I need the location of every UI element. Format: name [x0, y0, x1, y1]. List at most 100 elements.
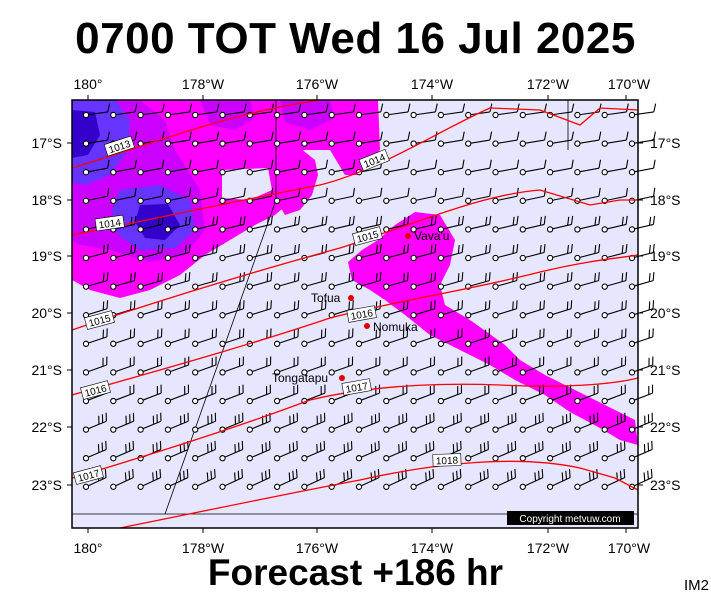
wind-barb	[628, 356, 654, 376]
wind-barb	[410, 412, 435, 433]
wind-barb	[219, 103, 247, 119]
wind-barb	[519, 300, 545, 319]
wind-barb	[492, 215, 519, 233]
lat-label: 20°S	[31, 305, 62, 321]
longitude-labels-top: 180° 178°W 176°W 174°W 172°W 170°W	[74, 76, 651, 92]
wind-barb	[465, 243, 491, 262]
wind-barb	[328, 187, 356, 204]
lon-label: 170°W	[608, 540, 651, 556]
wind-barb	[546, 412, 572, 433]
wind-barb	[437, 131, 465, 147]
lat-label: 23°S	[650, 477, 681, 493]
rain-core-west-deep	[72, 110, 100, 158]
lon-label: 174°W	[411, 76, 454, 92]
wind-barb	[246, 384, 271, 405]
wind-barb	[410, 215, 437, 233]
wind-barb	[574, 300, 600, 319]
wind-barb	[273, 356, 299, 376]
latitude-labels-right: 17°S 18°S 19°S 20°S 21°S 22°S 23°S	[650, 135, 681, 493]
wind-barb	[137, 469, 162, 490]
lat-label: 17°S	[31, 135, 62, 151]
wind-barb	[546, 272, 573, 290]
wind-barb	[492, 272, 518, 290]
wind-barb	[492, 469, 517, 490]
wind-barb	[383, 103, 411, 119]
wind-barb	[82, 412, 107, 433]
wind-barb	[546, 187, 574, 204]
wind-barb	[192, 187, 219, 204]
wind-barb	[546, 243, 573, 262]
wind-barb	[601, 103, 629, 119]
wind-barb	[383, 272, 409, 290]
wind-barb	[219, 187, 246, 204]
isobar-1014	[71, 107, 639, 236]
wind-barb	[164, 356, 190, 376]
wind-barb	[383, 328, 409, 347]
wind-barb	[301, 103, 329, 119]
wind-barb	[601, 440, 626, 462]
wind-barb	[301, 300, 327, 319]
wind-barb	[546, 300, 573, 319]
wind-barb	[328, 215, 355, 233]
rain-area-hole	[222, 168, 272, 200]
wind-barb	[437, 215, 464, 233]
wind-barb	[546, 469, 571, 490]
wind-barb	[437, 469, 462, 490]
lon-label: 178°W	[182, 76, 225, 92]
wind-barb	[410, 356, 436, 376]
wind-barb	[465, 440, 489, 462]
wind-barb	[164, 300, 191, 319]
place-label-nomuka: Nomuka	[373, 320, 418, 334]
wind-barb	[437, 103, 466, 119]
wind-barb	[164, 440, 189, 462]
wind-barb	[519, 384, 544, 405]
wind-barb	[164, 243, 191, 262]
wind-barb	[219, 272, 245, 290]
wind-barb	[219, 440, 244, 462]
wind-barb	[519, 469, 544, 490]
wind-barb	[192, 159, 219, 176]
wind-barb	[137, 187, 164, 204]
wind-barb	[110, 328, 136, 347]
wind-barb	[82, 187, 110, 204]
plot-frame	[71, 99, 639, 529]
wind-barb	[82, 131, 110, 147]
wind-barb	[383, 440, 408, 462]
wind-barb	[519, 440, 544, 462]
wind-barb	[192, 300, 218, 319]
wind-barb	[219, 469, 244, 490]
wind-barb	[110, 243, 137, 262]
wind-barb	[137, 384, 162, 405]
wind-barb	[546, 131, 575, 147]
wind-barb	[492, 412, 517, 433]
wind-barb	[110, 384, 135, 405]
lat-label: 22°S	[31, 419, 62, 435]
wind-barb	[437, 384, 463, 405]
wind-barb	[192, 469, 216, 490]
wind-barb	[410, 187, 437, 204]
isobar-label: 1014	[98, 217, 122, 231]
isobar-label: 1017	[345, 381, 369, 396]
isobar-label: 1016	[350, 308, 374, 323]
wind-barb	[574, 243, 601, 262]
wind-barb	[137, 300, 163, 319]
wind-barb	[137, 215, 164, 233]
wind-barb	[110, 159, 137, 176]
wind-barb	[437, 412, 462, 433]
wind-barb	[410, 159, 438, 176]
wind-barb	[328, 131, 356, 147]
longitude-labels-bottom: 180° 178°W 176°W 174°W 172°W 170°W	[74, 540, 651, 556]
wind-barb	[192, 412, 217, 433]
wind-barb	[492, 131, 520, 147]
wind-barb	[219, 300, 245, 319]
wind-barb	[465, 159, 492, 176]
wind-barb	[574, 356, 599, 376]
wind-barb	[192, 328, 217, 347]
wind-barb	[546, 384, 572, 405]
lat-label: 19°S	[650, 248, 681, 264]
wind-barb	[164, 215, 191, 233]
wind-barb	[355, 328, 381, 347]
wind-barb	[383, 384, 408, 405]
wind-barb	[82, 300, 109, 319]
wind-barb	[246, 440, 271, 462]
